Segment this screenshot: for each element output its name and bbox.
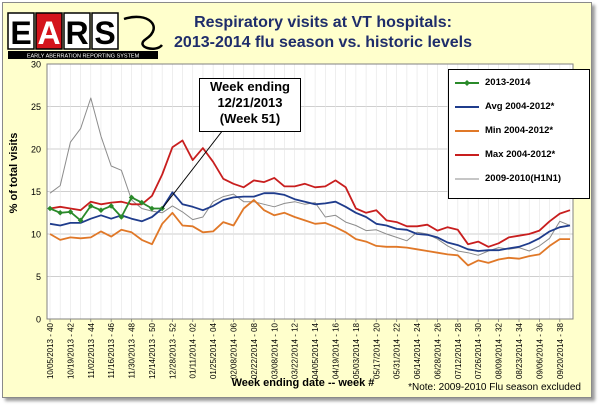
legend-label: 2009-2010(H1N1) [485,173,562,184]
y-tick-label: 5 [36,272,41,282]
legend-swatch-min [455,130,479,132]
y-tick-label: 15 [31,187,41,197]
x-tick-label: 09/06/2014 - 36 [535,322,544,379]
x-tick-label: 12/28/2013 - 52 [168,322,177,379]
legend-label: Avg 2004-2012* [485,101,555,112]
x-tick-label: 05/31/2014 - 22 [393,322,402,379]
series-point-2013-2014 [118,214,125,220]
x-tick-label: 12/14/2013 - 50 [148,322,157,379]
series-point-2013-2014 [128,194,135,201]
logo-letter-e: E [10,15,31,51]
title-line-2: 2013-2014 flu season vs. historic levels [174,34,472,51]
legend-item-min: Min 2004-2012* [453,124,585,138]
legend-label: Min 2004-2012* [485,125,554,136]
legend-item-h1n1: 2009-2010(H1N1) [453,172,585,186]
ears-logo: E A R S EARLY ABERRATION REPORTING SYSTE… [7,12,163,60]
y-axis-label: % of total visits [8,133,20,214]
legend: 2013-2014 Avg 2004-2012* Min 2004-2012* Max… [448,69,590,199]
logo-swirl-icon [123,15,163,50]
x-tick-label: 06/28/2014 - 26 [433,322,442,379]
x-tick-label: 04/19/2014 - 16 [331,322,340,379]
title-line-1: Respiratory visits at VT hospitals: [194,14,452,31]
x-tick-label: 07/12/2014 - 28 [454,322,463,379]
x-tick-label: 02/22/2014 - 08 [250,322,259,379]
callout-line-1: Week ending [210,79,290,94]
x-tick-label: 11/30/2013 - 48 [128,322,137,378]
series-point-2013-2014 [57,209,63,216]
series-point-2013-2014 [108,203,114,209]
x-tick-label: 01/11/2014 - 02 [189,322,198,378]
x-tick-label: 06/14/2014 - 24 [413,322,422,379]
series-point-2013-2014 [87,203,94,209]
series-point-2013-2014 [77,217,84,224]
x-tick-label: 07/26/2014 - 30 [474,322,483,379]
legend-swatch-2013-2014 [455,80,479,86]
logo-letter-r: R [65,15,88,51]
x-tick-label: 04/05/2014 - 14 [311,322,320,379]
x-tick-label: 03/22/2014 - 12 [291,322,300,379]
callout-line-2: 12/21/2013 [217,95,283,110]
y-tick-label: 0 [36,315,41,325]
x-tick-label: 10/19/2013 - 42 [66,322,75,379]
legend-item-max: Max 2004-2012* [453,148,585,162]
x-tick-label: 08/23/2014 - 34 [515,322,524,379]
legend-label: Max 2004-2012* [485,149,556,160]
y-tick-label: 25 [31,102,41,112]
y-tick-label: 10 [31,230,41,240]
legend-swatch-max [455,154,479,156]
series-point-2013-2014 [149,205,155,212]
series-point-2013-2014 [67,209,74,215]
y-tick-label: 20 [31,145,41,155]
x-tick-labels: 10/05/2013 - 40 10/19/2013 - 42 11/02/2013… [46,322,565,379]
series-line-min [49,199,570,267]
x-tick-label: 05/03/2014 - 18 [352,322,361,379]
footnote: *Note: 2009-2010 Flu season excluded [408,382,581,393]
legend-item-avg: Avg 2004-2012* [453,100,585,114]
legend-item-2013-2014: 2013-2014 [453,76,585,90]
chart-frame: E A R S EARLY ABERRATION REPORTING SYSTE… [2,2,592,398]
series-point-2013-2014 [98,207,104,213]
series-point-2013-2014 [47,205,53,212]
callout-line-3: (Week 51) [219,111,281,126]
x-tick-label: 10/05/2013 - 40 [46,322,55,379]
y-tick-labels: 0 5 10 15 20 25 30 [31,60,41,325]
logo-tagline: EARLY ABERRATION REPORTING SYSTEM [27,54,140,60]
legend-label: 2013-2014 [485,77,531,88]
y-axis-label-holder: % of total visits [8,133,20,214]
week-callout: Week ending 12/21/2013 (Week 51) [199,78,301,132]
x-tick-label: 11/02/2013 - 44 [87,322,96,378]
x-tick-label: 09/20/2014 - 38 [556,322,565,379]
series-lines [47,97,571,267]
y-tick-label: 30 [31,60,41,70]
x-tick-label: 02/08/2014 - 06 [230,322,239,379]
x-tick-label: 05/17/2014 - 20 [372,322,381,379]
line-chart: 0 5 10 15 20 25 30 10/05/2013 - 40 10/19/2013 -… [31,60,574,389]
callout-pointer [161,129,224,209]
x-tick-label: 11/16/2013 - 46 [107,322,116,378]
x-tick-label: 01/25/2014 - 04 [209,322,218,379]
chart-title: Respiratory visits at VT hospitals: 2013… [173,13,473,53]
x-tick-label: 08/09/2014 - 32 [495,322,504,379]
logo-letter-s: S [94,15,115,51]
legend-swatch-avg [455,106,479,108]
x-tick-label: 03/08/2014 - 10 [270,322,279,379]
legend-swatch-h1n1 [455,178,479,180]
series-point-2013-2014 [138,199,145,206]
series-line-avg [49,191,571,252]
series-line-max [49,139,571,248]
x-axis-label: Week ending date -- week # [232,377,375,389]
logo-letter-a: A [37,15,60,51]
